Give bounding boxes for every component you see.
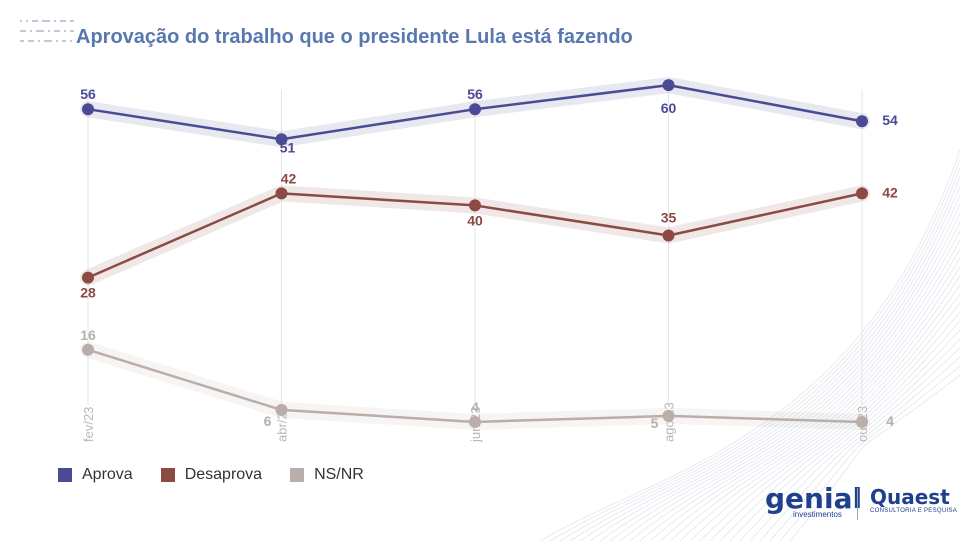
wave-line [649,248,960,541]
wave-line [749,338,960,541]
genial-logo-name: genial [765,482,863,515]
data-point-nsnr [82,343,94,356]
data-point-aprova [82,103,94,116]
data-point-aprova [469,103,481,116]
data-label-desaprova: 35 [661,210,677,226]
genial-logo-sub: investimentos [793,510,842,519]
legend-label-nsnr: NS/NR [314,466,364,483]
data-point-desaprova [82,271,94,284]
quaest-logo-sub: CONSULTORIA E PESQUISA [870,508,958,514]
data-label-nsnr: 6 [264,413,272,429]
data-label-aprova: 56 [467,86,483,102]
genial-logo: genial investimentos [765,482,863,522]
wave-line [629,230,960,541]
wave-line [579,185,960,541]
data-label-desaprova: 40 [467,212,483,228]
wave-line [779,365,960,541]
wave-line [589,194,960,541]
data-point-nsnr [662,409,675,422]
wave-line [789,374,960,541]
data-label-desaprova: 28 [80,285,96,301]
legend-swatch-aprova [58,468,72,482]
legend-label-desaprova: Desaprova [184,466,263,483]
data-point-aprova [275,133,288,146]
wave-line [719,311,960,541]
wave-line [639,239,960,541]
data-label-nsnr: 4 [886,413,894,429]
data-point-nsnr [469,415,481,428]
wave-line [619,221,960,541]
data-point-desaprova [856,187,868,200]
data-label-nsnr: 5 [651,415,659,431]
wave-line [689,284,960,541]
wave-line [679,275,960,541]
legend: Aprova Desaprova NS/NR [58,466,364,484]
chart-title: Aprovação do trabalho que o presidente L… [76,26,633,48]
legend-swatch-nsnr [290,468,305,482]
wave-line [539,149,960,541]
quaest-logo-name: Quaest [870,485,950,509]
wave-line [769,356,960,541]
data-label-nsnr: 16 [80,327,96,343]
wave-line [609,212,960,541]
data-label-aprova: 56 [80,86,96,102]
legend-item-aprova: Aprova [58,466,133,484]
wave-line [729,320,960,541]
brand-divider [857,488,858,520]
x-tick-label: fev/23 [81,407,96,442]
wave-line [759,347,960,541]
wave-line [669,266,960,541]
wave-line [559,167,960,541]
data-label-aprova: 60 [661,100,677,116]
data-point-desaprova [469,199,481,212]
legend-label-aprova: Aprova [82,466,133,483]
data-point-desaprova [275,187,288,200]
data-point-aprova [856,115,868,128]
data-point-aprova [662,79,675,92]
wave-line [599,203,960,541]
data-label-desaprova: 42 [281,170,297,186]
wave-line [569,176,960,541]
data-point-desaprova [662,229,675,242]
wave-line [699,293,960,541]
wave-line [739,329,960,541]
data-point-nsnr [275,403,288,416]
data-label-desaprova: 42 [882,184,898,200]
dots-logo-icon [20,20,74,42]
wave-line [659,257,960,541]
legend-item-desaprova: Desaprova [160,466,263,484]
wave-line [549,158,960,541]
data-label-nsnr: 4 [471,399,479,415]
data-point-nsnr [856,415,868,428]
quaest-logo: Quaest CONSULTORIA E PESQUISA [870,486,957,522]
data-label-aprova: 51 [280,139,296,155]
legend-swatch-desaprova [160,468,175,482]
wave-line [709,302,960,541]
legend-item-nsnr: NS/NR [290,466,364,484]
data-label-aprova: 54 [882,112,898,128]
